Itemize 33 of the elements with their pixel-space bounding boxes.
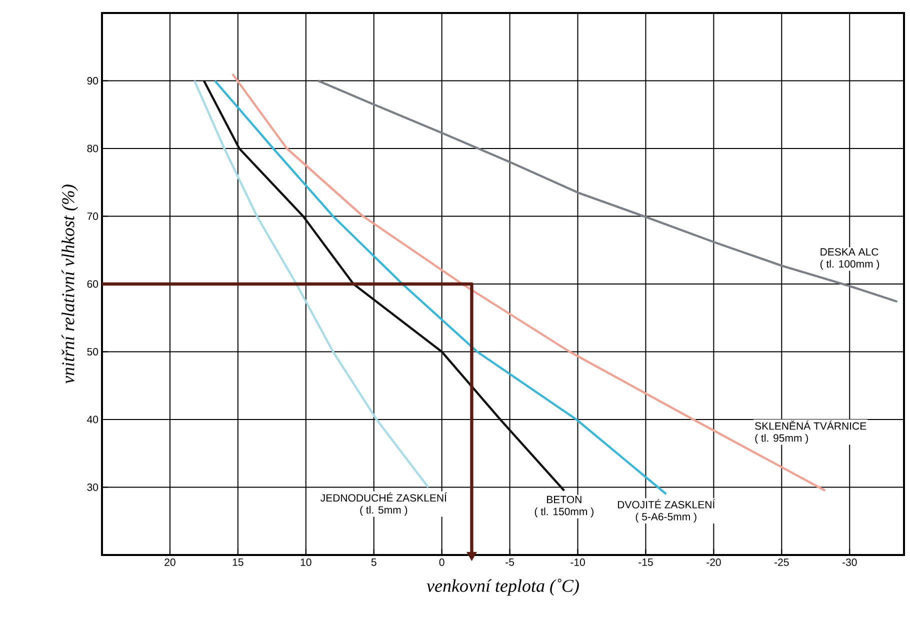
y-tick-label: 80 xyxy=(87,144,98,152)
x-tick-label: -15 xyxy=(638,558,653,566)
x-tick-label: -10 xyxy=(570,558,585,566)
annotation: ( tl. 150mm ) xyxy=(534,508,594,518)
x-axis-title: venkovní teplota (˚C) xyxy=(426,578,579,596)
x-tick-label: 5 xyxy=(371,558,376,566)
y-tick-label: 90 xyxy=(87,77,98,84)
x-tick-label: -25 xyxy=(774,558,789,566)
series-label: JEDNODUCHÉ ZASKLENÍ xyxy=(320,492,447,502)
x-tick-label: 15 xyxy=(232,558,244,566)
y-tick-label: 70 xyxy=(87,212,98,220)
y-tick-label: 40 xyxy=(87,416,98,424)
line-series xyxy=(202,80,566,492)
y-tick-label: 50 xyxy=(87,348,98,356)
series-label: DESKA ALC xyxy=(820,248,878,256)
x-tick-label: -5 xyxy=(506,558,514,566)
x-tick-label: 10 xyxy=(300,558,312,566)
x-tick-label: -30 xyxy=(842,558,857,566)
series-label: DVOJITÉ ZASKLENÍ xyxy=(618,499,716,508)
x-tick-label: 0 xyxy=(439,558,444,566)
y-axis-title: vnitřní relativní vlhkost (%) xyxy=(62,184,78,384)
x-tick-label: -20 xyxy=(706,558,721,566)
y-tick-label: 30 xyxy=(87,484,98,491)
x-tick-label: 20 xyxy=(164,558,176,566)
series-label: SKLENĚNÁ TVÁRNICE xyxy=(755,420,866,430)
line-series xyxy=(193,80,430,488)
line-series xyxy=(317,80,898,303)
annotation: ( tl. 95mm ) xyxy=(755,434,808,444)
series-label: BETON xyxy=(547,496,582,504)
y-tick-label: 60 xyxy=(87,280,98,288)
annotation: ( 5-A6-5mm ) xyxy=(636,512,696,522)
annotation: ( tl. 100mm ) xyxy=(820,260,880,270)
annotation: ( tl. 5mm ) xyxy=(360,506,408,516)
